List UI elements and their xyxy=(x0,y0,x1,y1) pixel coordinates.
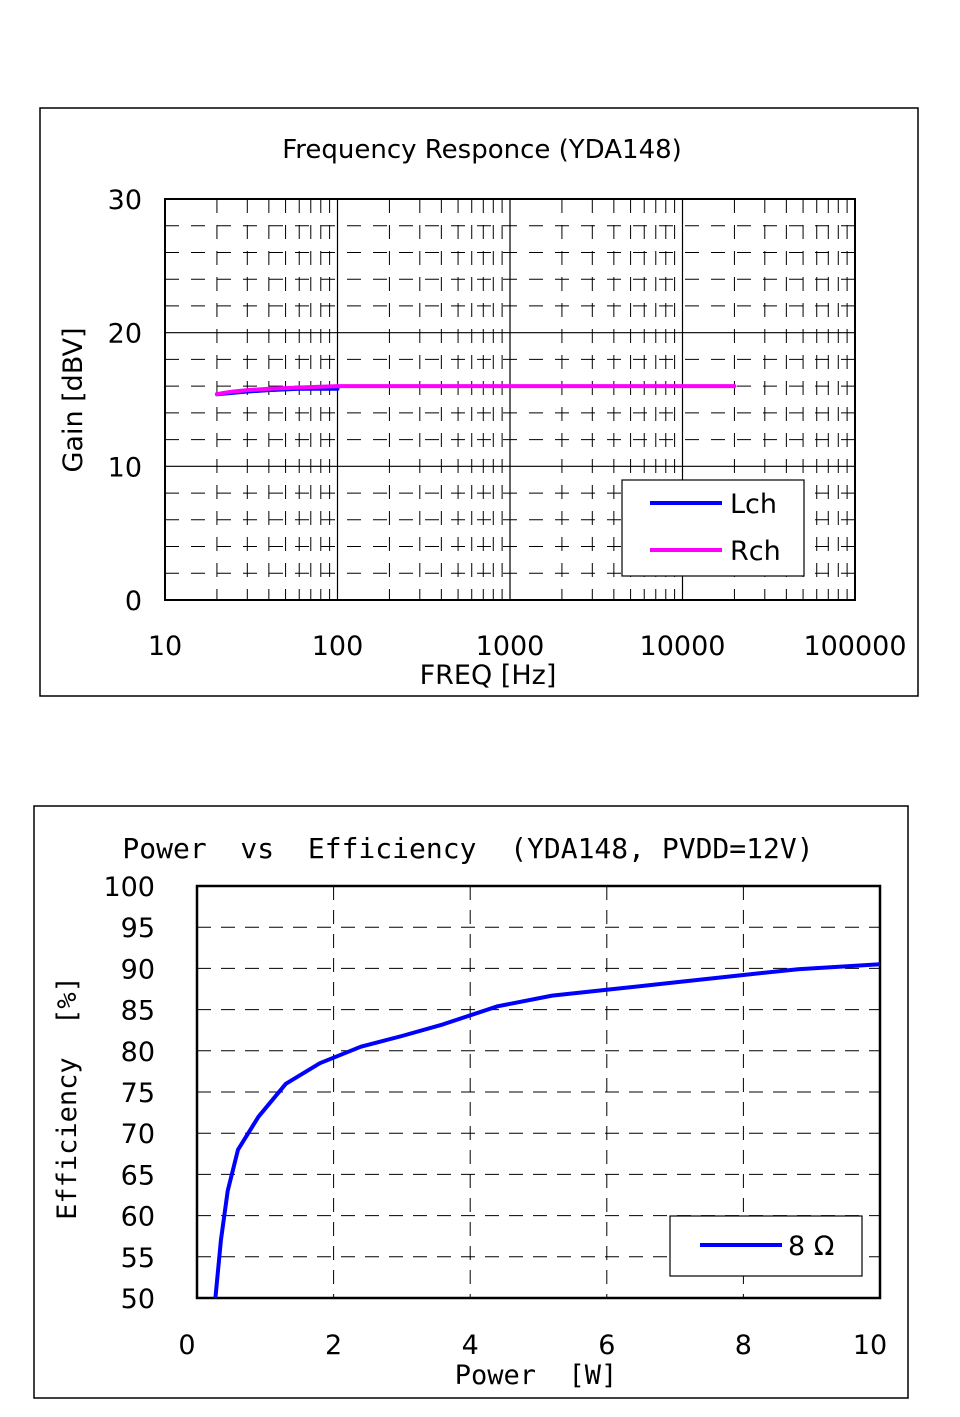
chart1-x-tick-label: 100000 xyxy=(803,631,906,662)
chart1-y-tick-label: 0 xyxy=(125,586,142,617)
chart1-plot-area xyxy=(164,198,856,601)
chart2-series-line xyxy=(213,962,881,1299)
chart1-legend-box xyxy=(621,479,805,577)
chart2-x-tick-label: 8 xyxy=(735,1330,752,1361)
chart2-frame xyxy=(33,805,909,1399)
chart2-y-tick-label: 50 xyxy=(121,1284,155,1315)
chart2-x-tick-label: 6 xyxy=(598,1330,615,1361)
chart2-y-tick-label: 90 xyxy=(121,954,155,985)
chart1-y-axis-label: Gain [dBV] xyxy=(58,327,89,472)
chart1-legend: Lch Rch xyxy=(621,479,805,577)
chart2-x-tick-label: 0 xyxy=(178,1330,195,1361)
chart2-title: Power vs Efficiency (YDA148, PVDD=12V) xyxy=(122,832,813,865)
chart1-x-tick-label: 100 xyxy=(312,631,364,662)
chart1-x-tick-label: 1000 xyxy=(476,631,545,662)
chart2-series xyxy=(213,962,881,1299)
chart2-y-tick-label: 65 xyxy=(121,1160,155,1191)
chart1-y-tick-label: 10 xyxy=(108,452,142,483)
chart2-y-tick-label: 60 xyxy=(121,1202,155,1233)
chart2-y-tick-label: 100 xyxy=(103,872,155,903)
chart2-y-tick-label: 95 xyxy=(121,913,155,944)
chart2-tick-labels: 0 2 4 6 8 10 50 55 60 65 70 75 80 85 90 95 100 xyxy=(103,872,887,1361)
chart1-y-tick-label: 30 xyxy=(108,185,142,216)
chart2-y-axis-label: Efficiency [%] xyxy=(52,976,83,1220)
chart2-y-tick-label: 70 xyxy=(121,1119,155,1150)
chart2-x-axis-label: Power [W] xyxy=(455,1360,618,1391)
chart2-grid xyxy=(195,884,882,1300)
chart2-legend-label: 8 Ω xyxy=(788,1231,834,1262)
chart2-x-tick-label: 4 xyxy=(462,1330,479,1361)
chart1-frame xyxy=(39,107,919,697)
chart2-legend: 8 Ω xyxy=(669,1215,863,1277)
chart1-x-tick-label: 10000 xyxy=(640,631,726,662)
chart2-y-tick-label: 80 xyxy=(121,1037,155,1068)
chart1-legend-label-rch: Rch xyxy=(730,536,781,567)
chart1-series-line-rch xyxy=(214,384,737,397)
chart1-series xyxy=(214,384,737,397)
chart1-x-axis-label: FREQ [Hz] xyxy=(420,660,557,691)
chart1-y-tick-label: 20 xyxy=(108,319,142,350)
chart1-legend-label-lch: Lch xyxy=(730,489,777,520)
chart2-y-tick-label: 85 xyxy=(121,996,155,1027)
chart2-y-tick-label: 55 xyxy=(121,1243,155,1274)
chart1-grid xyxy=(164,198,856,601)
chart2-y-tick-label: 75 xyxy=(121,1078,155,1109)
chart2-plot-area xyxy=(195,884,882,1300)
chart2-x-tick-label: 10 xyxy=(853,1330,887,1361)
chart1-title: Frequency Responce (YDA148) xyxy=(282,135,682,165)
chart2-x-tick-label: 2 xyxy=(325,1330,342,1361)
chart1-x-tick-label: 10 xyxy=(148,631,182,662)
